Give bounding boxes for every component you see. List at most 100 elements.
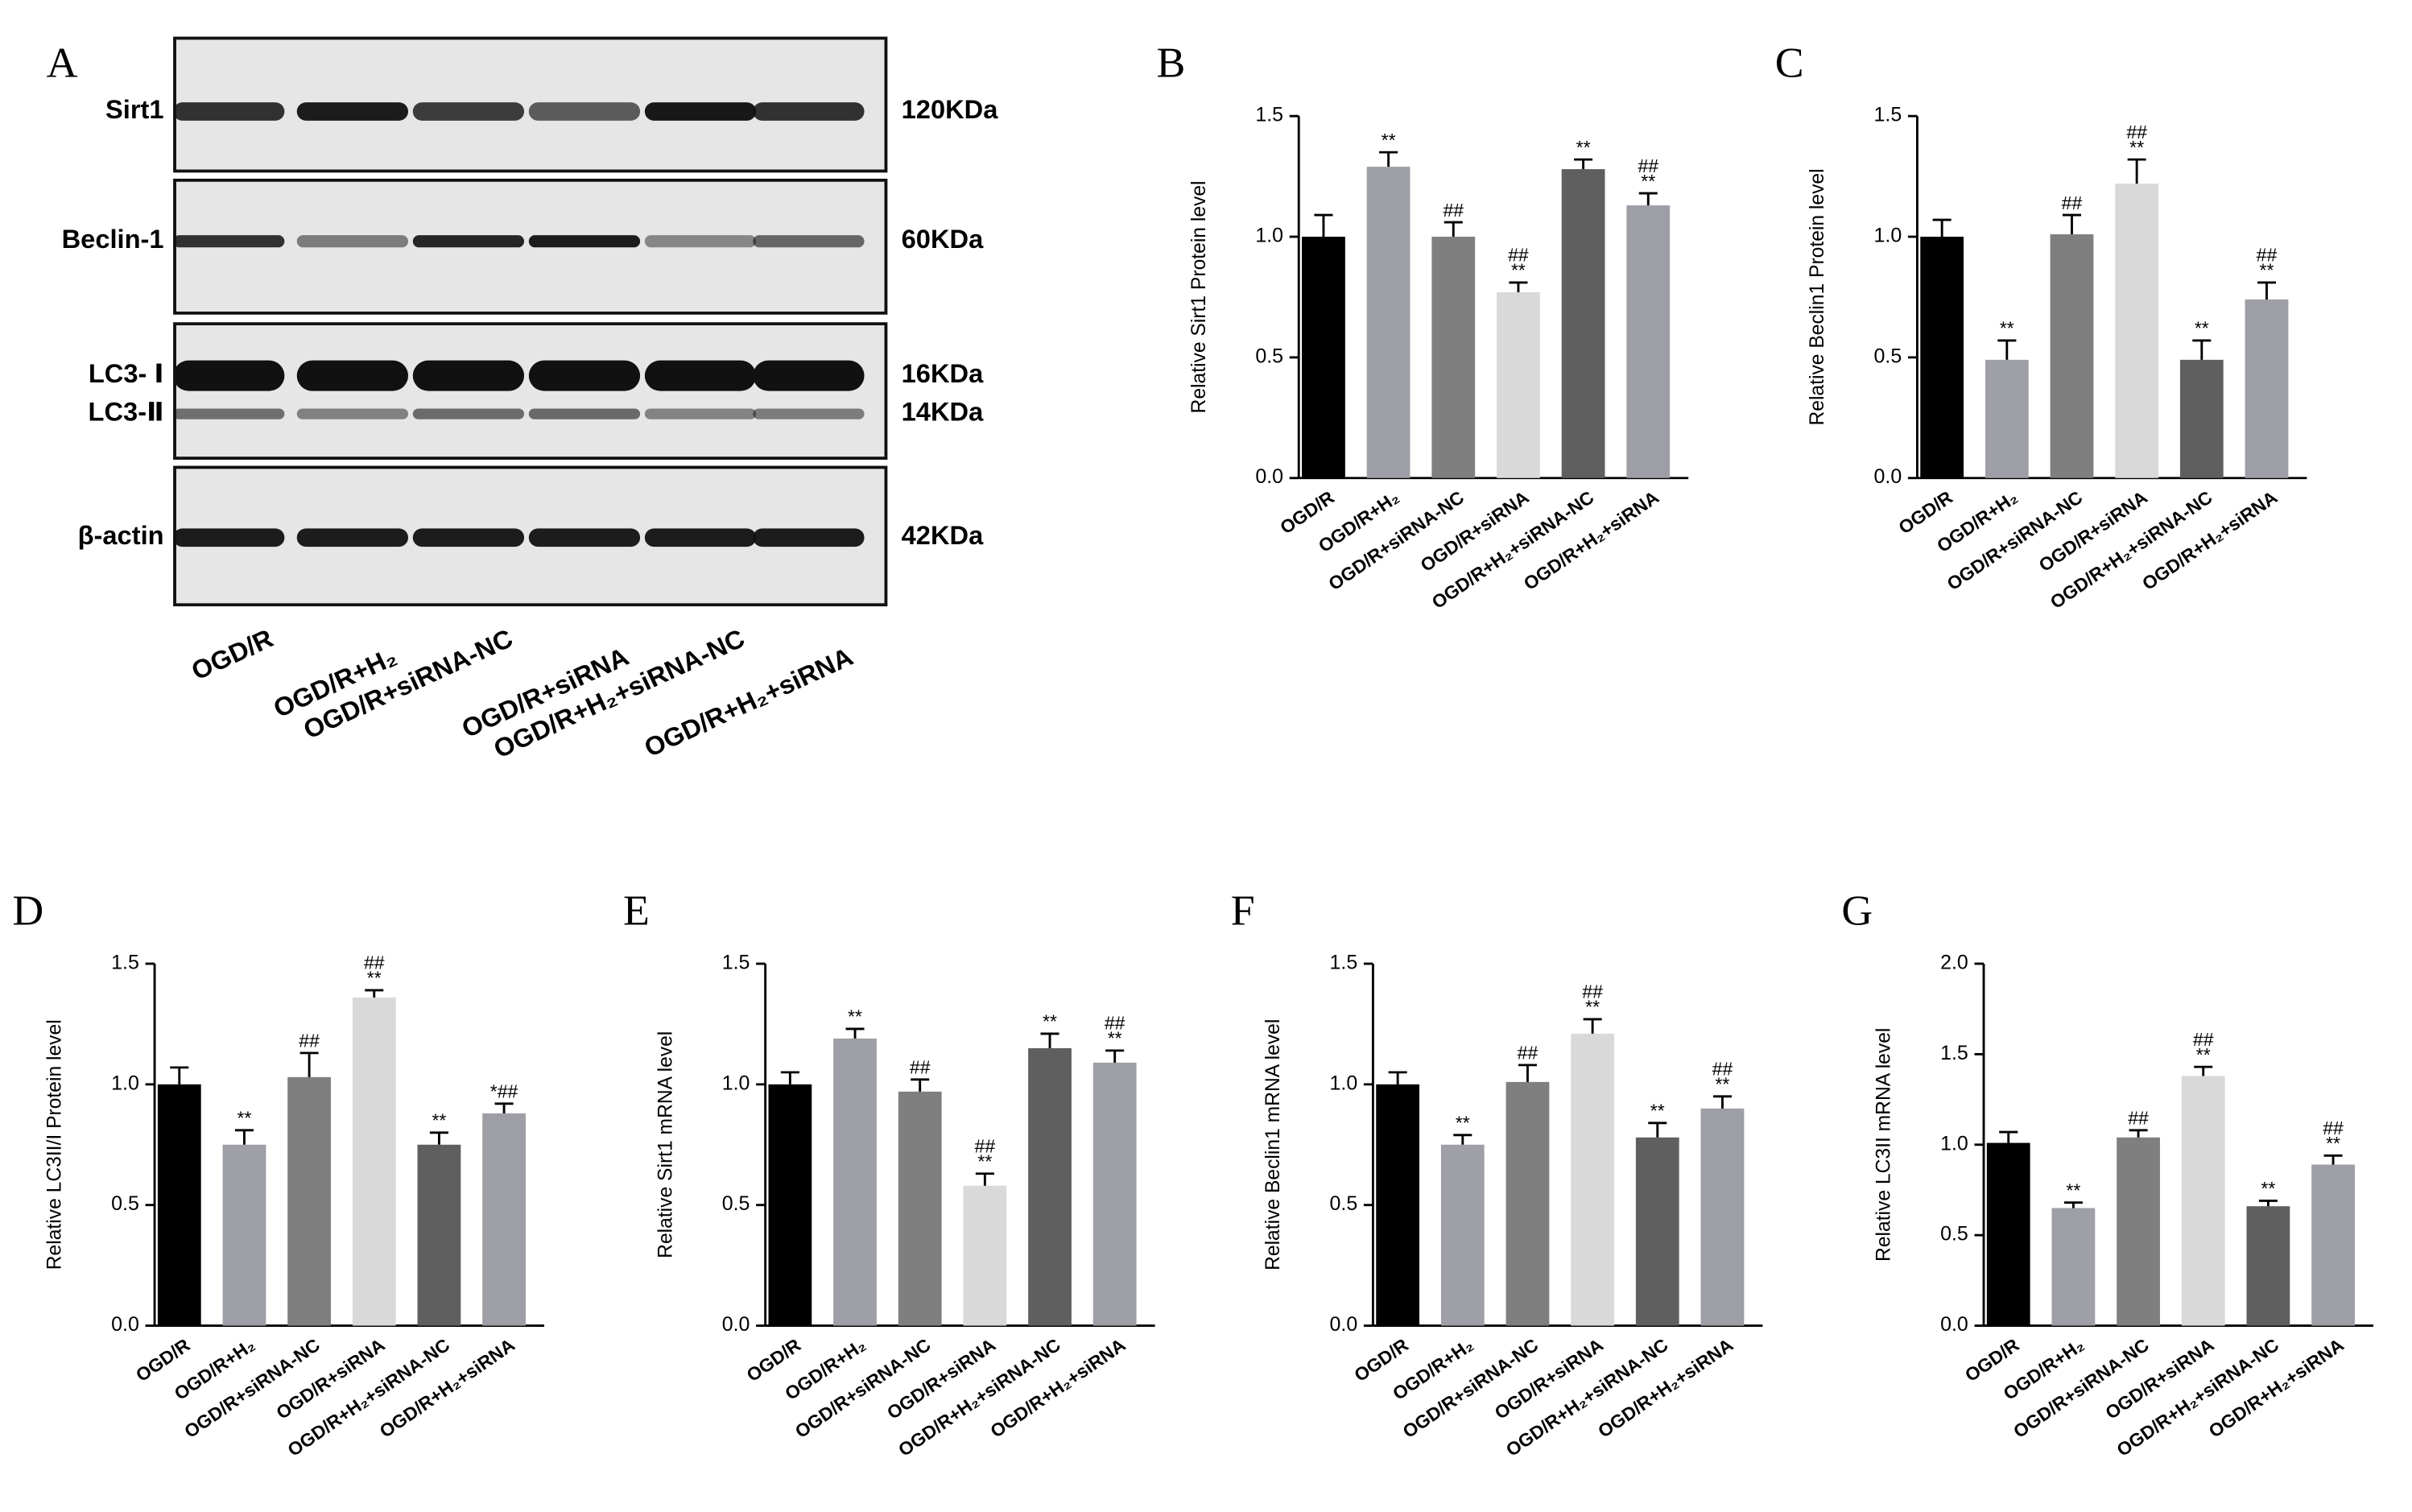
- significance-mark: ##: [975, 1136, 996, 1157]
- y-axis-label: Relative Beclin1 mRNA level: [1262, 1019, 1284, 1270]
- blot-band: [173, 360, 285, 391]
- size-marker: 60KDa: [902, 225, 985, 254]
- bar: [2181, 1076, 2225, 1326]
- bar: [1626, 205, 1671, 478]
- error-bar: [2129, 1129, 2148, 1138]
- y-tick-label: 0.0: [1330, 1314, 1358, 1336]
- protein-label: Sirt1: [105, 95, 164, 124]
- panel-letter: C: [1775, 39, 1804, 87]
- blot-band: [296, 102, 409, 121]
- panel-letter: B: [1157, 39, 1186, 87]
- significance-mark: ##: [1443, 200, 1464, 221]
- error-bar: [2062, 213, 2082, 235]
- significance-mark: **: [977, 1151, 992, 1172]
- error-bar: [429, 1131, 448, 1145]
- error-bar: [1638, 192, 1658, 206]
- significance-mark: **: [432, 1110, 446, 1131]
- significance-mark: ##: [1582, 981, 1603, 1002]
- error-bar: [1583, 1018, 1602, 1034]
- significance-mark: ##: [2128, 1108, 2149, 1129]
- blot-band: [412, 528, 525, 547]
- y-tick-label: 1.0: [1255, 225, 1283, 247]
- y-tick-label: 0.5: [1330, 1193, 1358, 1215]
- bar: [768, 1084, 812, 1326]
- blot-band: [644, 528, 757, 547]
- bar: [222, 1144, 266, 1326]
- bar: [1635, 1137, 1679, 1326]
- significance-mark: ##: [2323, 1117, 2344, 1138]
- blot-band: [412, 408, 525, 419]
- blot-band: [173, 528, 285, 547]
- y-tick-label: 0.0: [111, 1314, 139, 1336]
- y-tick-label: 0.0: [1940, 1314, 1968, 1336]
- bar: [2179, 359, 2224, 478]
- significance-mark: ##: [1518, 1043, 1538, 1064]
- bar: [1366, 167, 1410, 478]
- significance-mark: ##: [2257, 245, 2278, 266]
- blot-band: [528, 235, 641, 248]
- error-bar: [299, 1051, 319, 1077]
- significance-mark: **: [367, 968, 382, 989]
- bar: [963, 1185, 1007, 1326]
- blot-band: [412, 102, 525, 121]
- protein-label: β-actin: [78, 521, 164, 550]
- y-tick-label: 1.5: [1940, 1043, 1968, 1064]
- bar: [1302, 237, 1345, 478]
- size-marker: 120KDa: [902, 95, 999, 124]
- size-marker: 14KDa: [902, 398, 985, 427]
- bar: [417, 1144, 461, 1326]
- blot-band: [296, 408, 409, 419]
- bar: [157, 1084, 201, 1326]
- significance-mark: **: [1511, 260, 1526, 281]
- error-bar: [1105, 1049, 1125, 1063]
- bar: [2117, 1137, 2160, 1326]
- significance-mark: ##: [1105, 1013, 1125, 1034]
- y-tick-label: 1.5: [722, 952, 750, 974]
- y-tick-label: 1.0: [722, 1072, 750, 1094]
- bar: [2050, 234, 2094, 478]
- bar: [1920, 237, 1964, 478]
- significance-mark: **: [2129, 137, 2144, 158]
- blot-band: [528, 528, 641, 547]
- y-tick-label: 0.5: [1874, 346, 1902, 368]
- blot-band: [644, 360, 757, 391]
- blot-band: [296, 528, 409, 547]
- y-tick-label: 0.5: [111, 1193, 139, 1215]
- significance-mark: **: [2260, 260, 2274, 281]
- blot-band: [296, 235, 409, 248]
- blot-band: [412, 360, 525, 391]
- significance-mark: ##: [2126, 122, 2147, 143]
- error-bar: [1443, 221, 1463, 238]
- y-tick-label: 1.0: [1330, 1072, 1358, 1094]
- bar: [1440, 1144, 1485, 1326]
- y-tick-label: 1.0: [1874, 225, 1902, 247]
- bar: [1376, 1084, 1420, 1326]
- significance-mark: **: [2000, 318, 2014, 339]
- bar: [898, 1091, 942, 1326]
- y-tick-label: 0.5: [1255, 346, 1283, 368]
- bar: [1700, 1108, 1745, 1326]
- y-tick-label: 1.5: [1330, 952, 1358, 974]
- y-axis-label: Relative LC3II mRNA level: [1873, 1028, 1895, 1262]
- significance-mark: **: [1576, 137, 1591, 158]
- significance-mark: **: [1641, 171, 1655, 192]
- error-bar: [1648, 1122, 1667, 1138]
- error-bar: [234, 1129, 254, 1145]
- error-bar: [170, 1066, 189, 1084]
- y-tick-label: 1.5: [1255, 105, 1283, 126]
- significance-mark: **: [2195, 318, 2209, 339]
- error-bar: [365, 989, 384, 998]
- significance-mark: **: [1585, 997, 1600, 1018]
- error-bar: [1509, 281, 1528, 292]
- error-bar: [1388, 1071, 1407, 1084]
- y-tick-label: 1.0: [1940, 1133, 1968, 1155]
- significance-mark: **: [1650, 1101, 1665, 1122]
- blot-band: [528, 408, 641, 419]
- y-tick-label: 0.5: [1940, 1224, 1968, 1246]
- error-bar: [911, 1078, 930, 1092]
- error-bar: [1518, 1064, 1537, 1082]
- y-tick-label: 0.0: [722, 1314, 750, 1336]
- blot-band: [412, 235, 525, 248]
- error-bar: [1040, 1032, 1059, 1048]
- y-tick-label: 1.5: [1874, 105, 1902, 126]
